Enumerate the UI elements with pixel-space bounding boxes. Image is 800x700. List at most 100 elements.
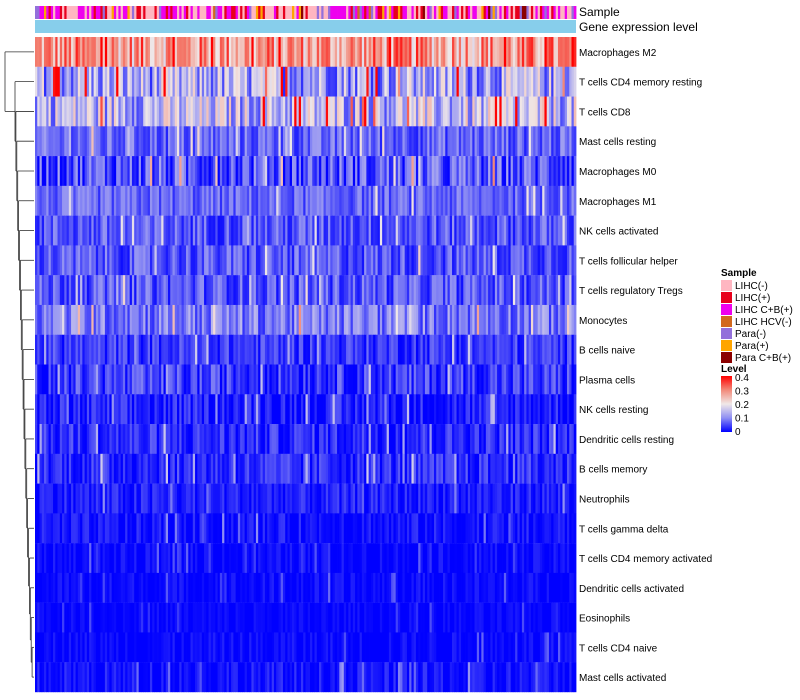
heatmap-cell bbox=[246, 424, 250, 455]
heatmap-cell bbox=[163, 483, 167, 514]
heatmap-cell bbox=[512, 275, 516, 306]
heatmap-cell bbox=[287, 304, 291, 335]
heatmap-cell bbox=[260, 602, 264, 633]
heatmap-cell bbox=[161, 245, 164, 276]
heatmap-cell bbox=[289, 334, 293, 365]
heatmap-cell bbox=[136, 215, 140, 246]
heatmap-cell bbox=[233, 513, 237, 544]
heatmap-cell bbox=[217, 156, 221, 187]
heatmap-cell bbox=[296, 96, 300, 127]
heatmap-cell bbox=[244, 156, 248, 187]
heatmap-cell bbox=[397, 215, 401, 246]
heatmap-cell bbox=[560, 364, 563, 395]
heatmap-cell bbox=[325, 245, 329, 276]
heatmap-cell bbox=[515, 334, 518, 365]
heatmap-cell bbox=[420, 304, 424, 335]
heatmap-cell bbox=[542, 453, 545, 484]
heatmap-cell bbox=[89, 513, 92, 544]
heatmap-cell bbox=[321, 304, 324, 335]
heatmap-cell bbox=[352, 37, 356, 67]
heatmap-cell bbox=[409, 96, 412, 127]
heatmap-cell bbox=[269, 364, 273, 395]
heatmap-cell bbox=[393, 215, 397, 246]
heatmap-cell bbox=[219, 304, 223, 335]
heatmap-cell bbox=[190, 96, 194, 127]
heatmap-cell bbox=[77, 334, 81, 365]
heatmap-cell bbox=[75, 185, 79, 216]
heatmap-cell bbox=[535, 156, 539, 187]
sample-annotation-cell bbox=[224, 6, 227, 19]
heatmap-cell bbox=[102, 364, 106, 395]
heatmap-cell bbox=[427, 37, 430, 67]
heatmap-cell bbox=[298, 334, 302, 365]
heatmap-cell bbox=[524, 572, 527, 603]
heatmap-cell bbox=[213, 126, 216, 157]
sample-annotation-cell bbox=[400, 6, 403, 19]
heatmap-cell bbox=[497, 394, 500, 425]
sample-annotation-cell bbox=[332, 6, 336, 19]
heatmap-cell bbox=[406, 543, 410, 574]
heatmap-cell bbox=[375, 334, 379, 365]
heatmap-cell bbox=[208, 126, 212, 157]
heatmap-cell bbox=[199, 66, 203, 97]
sample-annotation-cell bbox=[494, 6, 498, 19]
heatmap-cell bbox=[251, 453, 255, 484]
heatmap-cell bbox=[116, 245, 119, 276]
heatmap-cell bbox=[91, 275, 94, 306]
heatmap-cell bbox=[145, 126, 149, 157]
heatmap-cell bbox=[59, 424, 63, 455]
heatmap-cell bbox=[240, 513, 243, 544]
heatmap-cell bbox=[316, 483, 320, 514]
heatmap-cell bbox=[557, 245, 561, 276]
heatmap-cell bbox=[161, 453, 164, 484]
heatmap-cell bbox=[352, 215, 356, 246]
heatmap-cell bbox=[321, 185, 324, 216]
heatmap-cell bbox=[440, 96, 444, 127]
heatmap-cell bbox=[332, 96, 336, 127]
heatmap-cell bbox=[192, 394, 196, 425]
heatmap-cell bbox=[573, 37, 577, 67]
heatmap-cell bbox=[57, 37, 61, 67]
heatmap-cell bbox=[222, 572, 225, 603]
heatmap-cell bbox=[470, 334, 473, 365]
heatmap-cell bbox=[154, 66, 158, 97]
heatmap-cell bbox=[84, 602, 88, 633]
heatmap-cell bbox=[443, 334, 446, 365]
heatmap-cell bbox=[508, 424, 512, 455]
heatmap-cell bbox=[364, 215, 367, 246]
heatmap-cell bbox=[472, 66, 475, 97]
heatmap-cell bbox=[508, 513, 512, 544]
sample-annotation-cell bbox=[53, 6, 56, 19]
heatmap-cell bbox=[111, 185, 115, 216]
heatmap-cell bbox=[267, 424, 270, 455]
heatmap-cell bbox=[337, 513, 340, 544]
heatmap-cell bbox=[366, 453, 370, 484]
heatmap-cell bbox=[156, 156, 160, 187]
heatmap-cell bbox=[440, 543, 444, 574]
heatmap-cell bbox=[499, 126, 503, 157]
sample-annotation-cell bbox=[463, 6, 466, 19]
heatmap-cell bbox=[355, 304, 358, 335]
heatmap-cell bbox=[400, 334, 403, 365]
heatmap-cell bbox=[418, 245, 421, 276]
heatmap-cell bbox=[325, 513, 329, 544]
heatmap-cell bbox=[573, 245, 577, 276]
heatmap-cell bbox=[233, 453, 237, 484]
heatmap-cell bbox=[98, 185, 101, 216]
heatmap-cell bbox=[303, 424, 306, 455]
heatmap-cell bbox=[147, 275, 151, 306]
heatmap-cell bbox=[154, 185, 158, 216]
heatmap-cell bbox=[237, 304, 241, 335]
heatmap-cell bbox=[66, 245, 70, 276]
heatmap-cell bbox=[361, 453, 365, 484]
heatmap-cell bbox=[172, 275, 176, 306]
heatmap-cell bbox=[149, 364, 153, 395]
heatmap-cell bbox=[305, 483, 309, 514]
heatmap-cell bbox=[409, 334, 412, 365]
heatmap-cell bbox=[235, 126, 239, 157]
heatmap-cell bbox=[386, 513, 390, 544]
sample-annotation-cell bbox=[406, 6, 410, 19]
heatmap-cell bbox=[122, 126, 126, 157]
heatmap-cell bbox=[346, 245, 349, 276]
heatmap-cell bbox=[506, 394, 509, 425]
